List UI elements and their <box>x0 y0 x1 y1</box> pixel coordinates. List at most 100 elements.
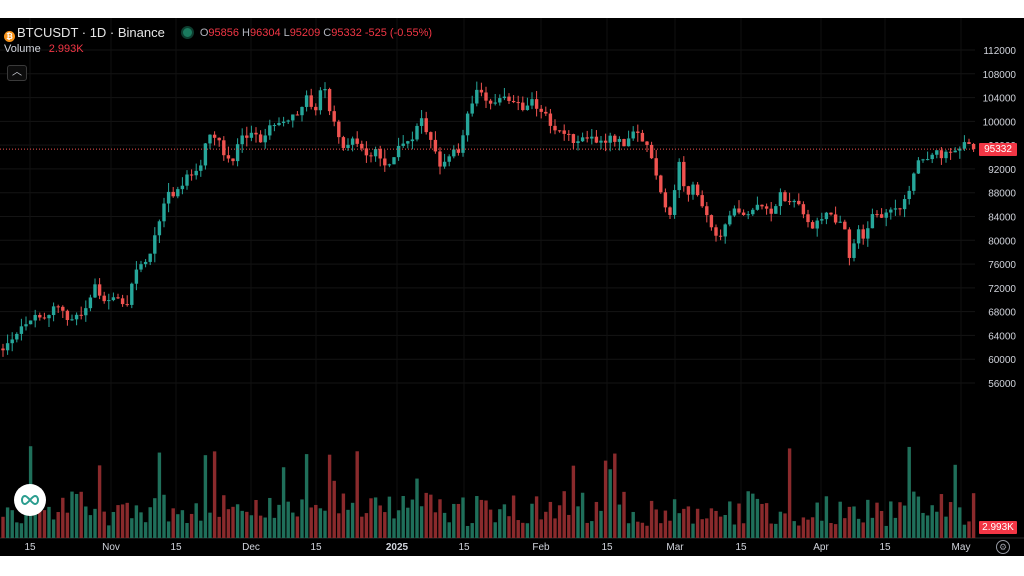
candle-body <box>732 208 737 216</box>
candle-body <box>852 243 856 258</box>
volume-bar <box>649 500 654 538</box>
candlestick-chart[interactable]: 56000 60000 64000 68000 72000 76000 80000 84000… <box>0 18 1024 556</box>
candle-body <box>700 195 704 207</box>
volume-bar <box>539 519 543 538</box>
volume-tag: 2.993K <box>979 521 1017 534</box>
candle-body <box>277 122 281 126</box>
volume-bar <box>268 497 272 538</box>
candle-body <box>383 158 387 166</box>
volume-bar <box>714 510 718 538</box>
market-status-dot-icon <box>180 25 194 39</box>
volume-bar <box>166 521 171 538</box>
volume-bar <box>465 525 470 538</box>
candle-body <box>498 98 502 103</box>
price-axis-label: 64000 <box>988 331 1016 342</box>
volume-bar <box>378 505 382 538</box>
candle-body <box>153 235 157 254</box>
volume-bar <box>392 518 396 538</box>
candle-body <box>369 155 373 157</box>
candle-body <box>571 134 576 144</box>
candle-body <box>364 148 369 156</box>
volume-bar <box>797 525 801 538</box>
volume-bar <box>534 496 539 538</box>
volume-bar <box>939 494 944 538</box>
volume-bar <box>327 454 332 538</box>
candle-body <box>737 208 741 213</box>
gear-icon[interactable]: ⚙ <box>996 540 1010 554</box>
high-label: H <box>242 27 250 39</box>
time-axis-label: May <box>952 542 971 553</box>
candle-body <box>415 125 419 140</box>
volume-bar <box>709 508 714 538</box>
volume-bar <box>134 505 139 538</box>
candle-body <box>70 319 74 321</box>
volume-bar <box>889 501 893 538</box>
volume-bar <box>360 516 364 538</box>
time-axis-label: 15 <box>170 542 182 553</box>
candle-body <box>337 121 341 138</box>
volume-bar <box>300 499 304 538</box>
candle-body <box>962 142 967 149</box>
candle-body <box>130 283 134 305</box>
candle-body <box>590 136 594 139</box>
volume-bar <box>700 519 704 538</box>
volume-bar <box>212 451 217 538</box>
volume-bar <box>622 491 626 538</box>
candle-body <box>61 306 65 311</box>
candle-body <box>185 174 189 186</box>
volume-bar <box>774 523 778 538</box>
time-axis-label: 15 <box>458 542 470 553</box>
chevron-up-icon: ︿ <box>12 67 22 78</box>
candle-body <box>79 314 83 316</box>
candle-body <box>245 135 249 138</box>
change-value: -525 (-0.55%) <box>364 27 433 39</box>
candle-body <box>470 103 474 114</box>
volume-bar <box>557 505 562 538</box>
volume-bar <box>498 509 502 538</box>
volume-bar <box>820 520 824 538</box>
price-axis-label: 104000 <box>983 94 1017 105</box>
candle-body <box>406 141 410 144</box>
volume-bar <box>962 524 967 538</box>
candle-body <box>231 158 235 162</box>
volume-bar <box>521 522 525 538</box>
volume-bar <box>815 502 819 538</box>
candle-body <box>116 297 120 299</box>
candle-body <box>355 138 359 144</box>
candle-body <box>392 157 396 165</box>
collapse-legend-button[interactable]: ︿ <box>7 65 27 81</box>
candle-body <box>258 134 263 143</box>
candle-body <box>769 208 773 214</box>
candle-body <box>567 133 571 135</box>
volume-bar <box>1 516 5 538</box>
candle-body <box>801 204 806 215</box>
infinity-glyph <box>21 494 39 506</box>
candle-body <box>208 134 212 144</box>
infinity-logo-icon[interactable] <box>14 484 46 516</box>
candle-body <box>295 114 300 116</box>
volume-bar <box>254 499 258 538</box>
candle-body <box>42 317 47 319</box>
time-axis-label: Dec <box>242 542 260 553</box>
volume-bar <box>760 503 764 538</box>
volume-bar <box>751 493 755 538</box>
volume-legend[interactable]: Volume 2.993K <box>4 43 84 55</box>
volume-bar <box>967 521 971 538</box>
time-axis-label: 15 <box>24 542 36 553</box>
volume-bar <box>249 515 254 538</box>
candle-body <box>902 199 907 210</box>
time-axis-label: Apr <box>813 542 829 553</box>
candle-body <box>912 173 916 191</box>
price-axis-label: 80000 <box>988 236 1016 247</box>
symbol-title[interactable]: BTCUSDT · 1D · Binance <box>17 24 165 40</box>
volume-bar <box>659 523 663 538</box>
candle-body <box>953 150 957 153</box>
candle-body <box>843 221 847 230</box>
volume-bar <box>442 512 447 538</box>
candle-body <box>143 261 148 265</box>
volume-bar <box>603 460 608 538</box>
candle-body <box>599 140 603 143</box>
volume-bar <box>778 511 783 538</box>
candle-body <box>134 269 139 284</box>
candle-body <box>28 320 33 325</box>
